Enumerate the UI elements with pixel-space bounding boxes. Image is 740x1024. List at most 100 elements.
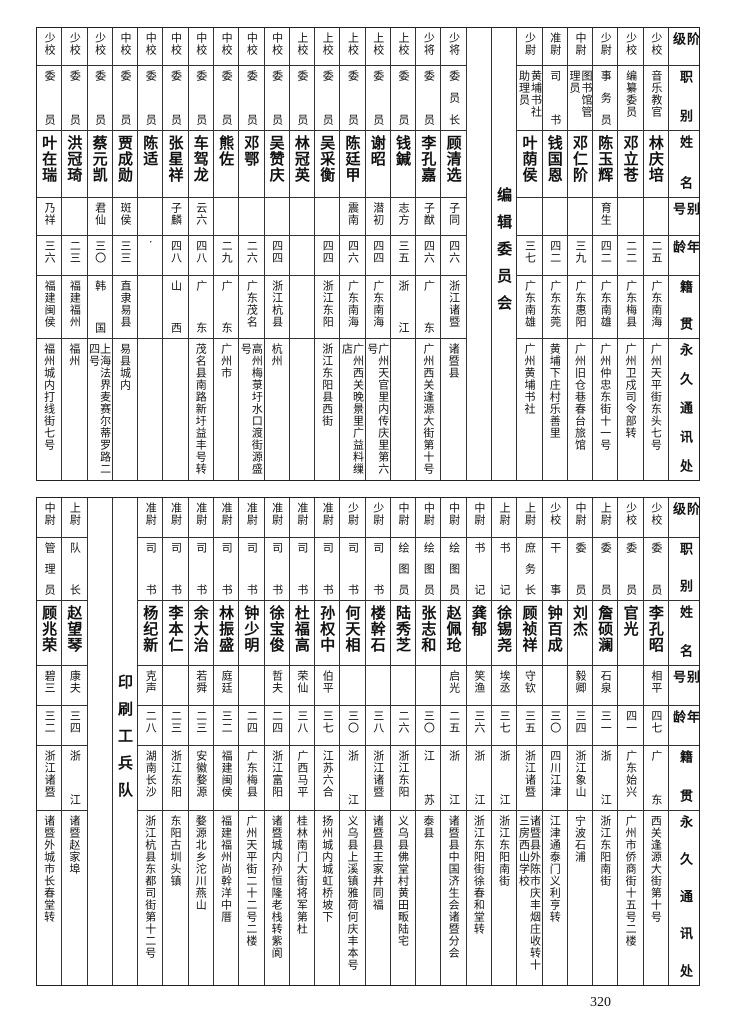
name-text: 何天相: [343, 605, 362, 653]
position-text: 委员: [93, 70, 107, 126]
age-text: 四六: [346, 240, 360, 264]
person-column: 少校 委员 叶在瑞 乃祥 三六 福建闽侯 福州城内打线街七号: [36, 28, 62, 480]
position-text: 音乐教官: [649, 70, 663, 118]
person-column: 少将 委员 李孔嘉 子猷 四六 广东 广州西关逢源大街第十号: [415, 28, 441, 480]
position-text: 事务员: [599, 70, 613, 126]
cell-native-place: 浙江杭县: [264, 276, 289, 339]
cell-address: 易县城内: [113, 339, 137, 480]
cell-age: 三四: [62, 706, 87, 746]
cell-rank: 少尉: [365, 498, 390, 538]
position-text: 委员: [346, 70, 360, 126]
name-text: 张志和: [419, 605, 438, 653]
cell-name: 熊佐: [213, 131, 239, 198]
alias-text: 若舜: [194, 670, 208, 694]
cell-rank: 准尉: [188, 498, 213, 538]
cell-alias: [289, 198, 315, 236]
rank-text: 少将: [447, 32, 461, 56]
address-text: 广州天平街二十二号二楼: [244, 815, 258, 947]
native-place-text: 湖南长沙: [144, 750, 158, 798]
cell-position: 司书: [365, 538, 390, 601]
cell-alias: [618, 198, 643, 236]
cell-address: 浙江杭县东都司街第十二号: [138, 811, 162, 985]
header-cell-age: 年龄: [669, 236, 699, 276]
position-text: 委员: [245, 70, 259, 126]
cell-address: 诸暨县中国济生会诸暨分会: [441, 811, 465, 985]
cell-age: 三七: [315, 706, 340, 746]
position-text: 司书: [169, 542, 183, 596]
rank-text: 少将: [422, 32, 436, 56]
cell-native-place: 浙江象山: [567, 746, 593, 811]
rank-text: 上校: [397, 32, 411, 56]
cell-rank: 少校: [618, 498, 643, 538]
header-label: 阶级: [670, 502, 699, 519]
header-cell-native-place: 籍贯: [669, 746, 699, 811]
address-text: 诸暨城内孙恒隆老栈转紫阆: [270, 815, 284, 959]
header-label: 永久通讯处: [677, 343, 692, 476]
name-text: 蔡元凯: [90, 135, 109, 183]
native-place-text: 浙江: [68, 750, 82, 806]
cell-address: 广州旧仓巷春台旅馆: [568, 339, 592, 480]
cell-native-place: 浙江诸暨: [441, 276, 466, 339]
person-column: 少校 委员 蔡元凯 君仙 三〇 韩国 上海法界麦赛尔蒂罗路二四号: [86, 28, 112, 480]
rank-text: 上校: [295, 32, 309, 56]
address-text: 泰县: [421, 815, 435, 839]
native-place-text: 广东: [649, 750, 663, 806]
cell-native-place: 广东梅县: [618, 276, 643, 339]
person-column: 中尉 书记 龚郁 笑渔 三六 浙江 浙江东阳街徐春和堂转: [465, 498, 492, 985]
name-text: 顾清选: [444, 135, 463, 183]
cell-age: 四四: [365, 236, 390, 276]
person-column: 准尉 司书 钱国恩 四二 广东东莞 黄埔下庄村乐善里: [541, 28, 567, 480]
native-place-text: 江苏六合: [321, 750, 335, 798]
name-text: 龚郁: [469, 605, 488, 637]
rank-text: 中尉: [397, 502, 411, 526]
cell-age: 四四: [264, 236, 289, 276]
cell-native-place: 广东南雄: [593, 276, 618, 339]
cell-name: 林冠英: [289, 131, 315, 198]
person-column: 准尉 司书 李本仁 二三 浙江东阳 东阳古圳头镇: [162, 498, 188, 985]
cell-address: 广州市: [214, 339, 238, 480]
position-text: 书记: [472, 542, 486, 596]
cell-address: 浙江东阳南街: [492, 811, 516, 985]
person-column: 少尉 司书 何天相 三〇 浙江 义乌县上溪镇雅荷何庆丰本号: [339, 498, 365, 985]
cell-age: 三五: [517, 706, 542, 746]
cell-position: 委员: [340, 66, 365, 131]
cell-position: 庶务长: [517, 538, 542, 601]
name-text: 邓仁阶: [571, 135, 590, 183]
name-text: 钟百成: [545, 605, 564, 653]
rank-text: 上尉: [68, 502, 82, 526]
cell-native-place: 福建闽侯: [213, 746, 239, 811]
rank-text: 少尉: [599, 32, 613, 56]
position-text: 编纂委员: [624, 70, 638, 118]
cell-rank: 少将: [441, 28, 466, 66]
person-column: 准尉 司书 余大治 若舜 二三 安徽婺源 婺源北乡沱川燕山: [187, 498, 213, 985]
cell-address: 广州天平街东头七号: [644, 339, 668, 480]
cell-name: 钟百成: [542, 601, 567, 666]
cell-name: 陈廷甲: [340, 131, 365, 198]
cell-position: 绘图员: [441, 538, 466, 601]
cell-rank: 上校: [289, 28, 315, 66]
age-text: 三二: [43, 710, 57, 734]
name-text: 张星祥: [166, 135, 185, 183]
position-text: 干事: [548, 542, 562, 596]
name-text: 叶荫侯: [520, 135, 539, 183]
person-column: 准尉 司书 孙权中 伯平 三七 江苏六合 扬州城内城虹桥坡下: [314, 498, 340, 985]
cell-age: 二四: [239, 706, 264, 746]
cell-age: 三九: [567, 236, 593, 276]
native-place-text: 广东: [220, 280, 234, 334]
cell-address: 上海法界麦赛尔蒂罗路二四号: [88, 339, 112, 480]
officer-table-bottom: 阶级 职别 姓名 别号 年龄 籍贯 永久通讯处 少校 委员 李孔昭 相平 四七 广东 西关逢源大街第十号少…: [36, 497, 700, 986]
cell-address: 泰县: [416, 811, 440, 985]
address-text: 义乌县佛堂村黄田畈陆宅: [396, 815, 410, 947]
cell-position: 委员: [416, 66, 441, 131]
cell-alias: [365, 666, 390, 706]
cell-native-place: 广东东莞: [542, 276, 567, 339]
cell-name: 龚郁: [466, 601, 492, 666]
person-column: 中尉 委员 刘杰 毅卿 三四 浙江象山 宁波石浦: [566, 498, 593, 985]
section-title-text: 印刷工兵队: [115, 674, 134, 809]
cell-position: 委员: [62, 66, 87, 131]
cell-alias: 康夫: [62, 666, 87, 706]
cell-position: 司书: [264, 538, 289, 601]
cell-name: 邓仁阶: [567, 131, 593, 198]
rank-text: 上尉: [523, 502, 537, 526]
cell-age: 三六: [36, 236, 62, 276]
